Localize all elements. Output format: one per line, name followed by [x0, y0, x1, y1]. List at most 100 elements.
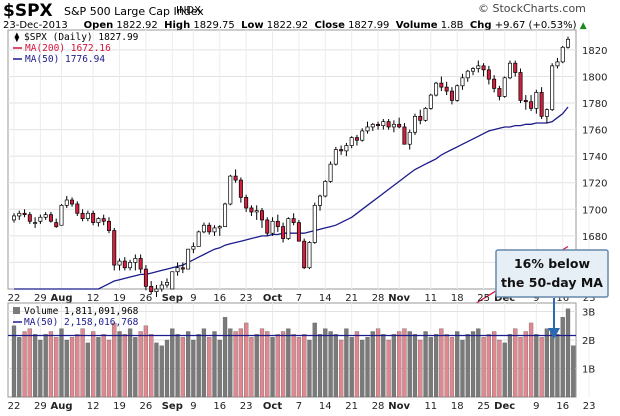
candle	[122, 257, 127, 271]
volume-bar	[375, 328, 381, 398]
candle-body	[413, 115, 417, 133]
volume-bar	[149, 334, 154, 398]
candle	[370, 122, 375, 131]
candle-body	[238, 179, 243, 198]
candle-body	[249, 207, 254, 213]
candle	[180, 262, 185, 274]
candle	[191, 242, 196, 254]
candle-body	[112, 230, 117, 266]
candle-body	[223, 203, 228, 227]
volume-bar	[402, 328, 407, 398]
candle	[186, 248, 191, 270]
candle	[85, 210, 90, 222]
candle	[418, 109, 423, 125]
volume-bar	[185, 331, 191, 398]
volume-bar	[338, 339, 344, 398]
price-x-tick-label: 16	[213, 293, 226, 304]
candle-body	[518, 72, 523, 101]
volume-bar	[333, 334, 338, 398]
candle	[281, 222, 286, 243]
volume-bar	[17, 337, 22, 398]
volume-bar	[275, 334, 280, 398]
candle	[413, 113, 417, 135]
up-arrow-icon: ▲	[579, 21, 587, 31]
candle	[223, 202, 228, 227]
candle-body	[397, 123, 402, 128]
candle-body	[307, 242, 312, 269]
price-x-tick-label: 12	[87, 293, 100, 304]
candle	[492, 75, 497, 93]
candle-body	[471, 68, 476, 72]
volume-bar	[560, 317, 565, 398]
candle-body	[370, 123, 375, 128]
volume-bar	[244, 322, 249, 398]
volume-bar	[280, 331, 286, 398]
low-label: Low	[241, 20, 264, 31]
volume-bar	[391, 334, 397, 398]
volume-legend-swatch	[13, 307, 20, 314]
exchange-label: INDX	[176, 5, 201, 16]
volume-bar	[349, 337, 354, 398]
price-y-tick-label: 1760	[582, 126, 607, 137]
volume-y-tick-label: 3B	[582, 308, 595, 319]
price-gridlines	[8, 30, 590, 289]
candle	[238, 177, 243, 203]
volume-x-tick-label: 25	[477, 401, 490, 412]
candle-body	[544, 109, 549, 117]
candle-body	[43, 214, 48, 218]
candle-body	[12, 215, 16, 221]
candle-body	[460, 77, 465, 87]
candle-body	[481, 65, 486, 71]
volume-bar	[259, 328, 265, 398]
volume-bar	[233, 331, 238, 398]
candle-body	[170, 271, 175, 290]
price-x-tick-label: 23	[583, 293, 596, 304]
candle	[43, 211, 48, 220]
volume-bar	[64, 339, 69, 398]
candle-body	[497, 88, 502, 97]
candle	[217, 225, 222, 236]
candle	[149, 281, 154, 295]
candle	[529, 95, 534, 112]
candle-body	[59, 204, 64, 226]
candle-body	[38, 216, 43, 222]
candle	[17, 210, 22, 220]
volume-bar	[38, 339, 43, 398]
candle	[128, 259, 133, 271]
candle-body	[465, 70, 470, 79]
candle	[539, 87, 544, 119]
close-label: Close	[314, 20, 345, 31]
candle-body	[286, 218, 291, 239]
candle	[449, 87, 454, 105]
candle-body	[191, 246, 196, 250]
candle-body	[201, 224, 206, 233]
volume-bar	[502, 342, 507, 398]
volume-bar	[54, 337, 59, 398]
candle	[112, 227, 117, 271]
candle	[566, 36, 570, 49]
volume-bar	[307, 339, 312, 398]
candle-body	[96, 218, 101, 223]
volume-bar	[534, 334, 539, 398]
price-x-tick-label: 25	[477, 293, 490, 304]
candle-body	[265, 219, 270, 234]
volume-bar	[544, 328, 550, 398]
volume-bar	[455, 331, 460, 398]
price-x-tick-label: Oct	[263, 293, 282, 304]
candle	[270, 217, 275, 236]
candle	[455, 84, 460, 102]
copyright-brand[interactable]: © StockCharts.com	[478, 2, 586, 15]
candle-body	[529, 101, 534, 109]
volume-bar	[476, 328, 481, 398]
candle	[54, 218, 59, 228]
candle-body	[550, 65, 555, 111]
volume-bar	[407, 331, 412, 398]
candle	[518, 68, 523, 104]
legend-ma200: MA(200) 1672.16	[25, 43, 111, 54]
volume-bar	[423, 331, 428, 398]
candle-body	[386, 121, 391, 128]
volume-bar	[513, 328, 518, 398]
price-x-tick-label: 9	[533, 293, 539, 304]
callout-line2: the 50-day MA	[501, 275, 603, 290]
